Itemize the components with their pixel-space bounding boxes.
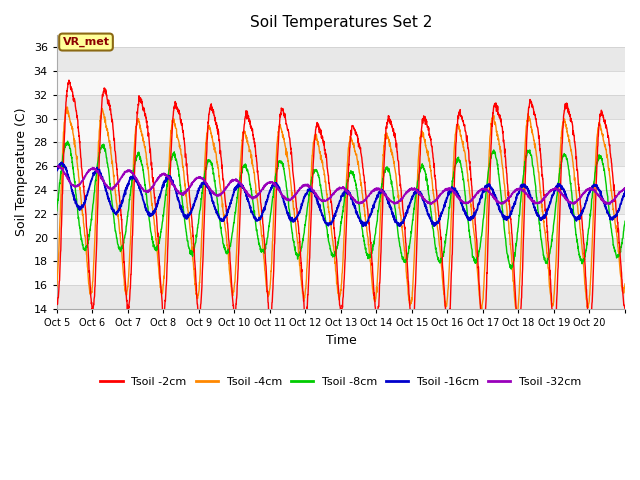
Bar — [57, 238, 625, 262]
Title: Soil Temperatures Set 2: Soil Temperatures Set 2 — [250, 15, 432, 30]
Bar — [57, 47, 625, 71]
Bar — [57, 95, 625, 119]
Bar — [57, 166, 625, 190]
Bar — [57, 119, 625, 143]
Bar — [57, 285, 625, 309]
Bar — [57, 71, 625, 95]
Bar — [57, 262, 625, 285]
X-axis label: Time: Time — [326, 334, 356, 347]
Text: VR_met: VR_met — [63, 37, 109, 47]
Bar — [57, 214, 625, 238]
Legend: Tsoil -2cm, Tsoil -4cm, Tsoil -8cm, Tsoil -16cm, Tsoil -32cm: Tsoil -2cm, Tsoil -4cm, Tsoil -8cm, Tsoi… — [96, 372, 586, 391]
Bar — [57, 143, 625, 166]
Y-axis label: Soil Temperature (C): Soil Temperature (C) — [15, 108, 28, 237]
Bar — [57, 190, 625, 214]
